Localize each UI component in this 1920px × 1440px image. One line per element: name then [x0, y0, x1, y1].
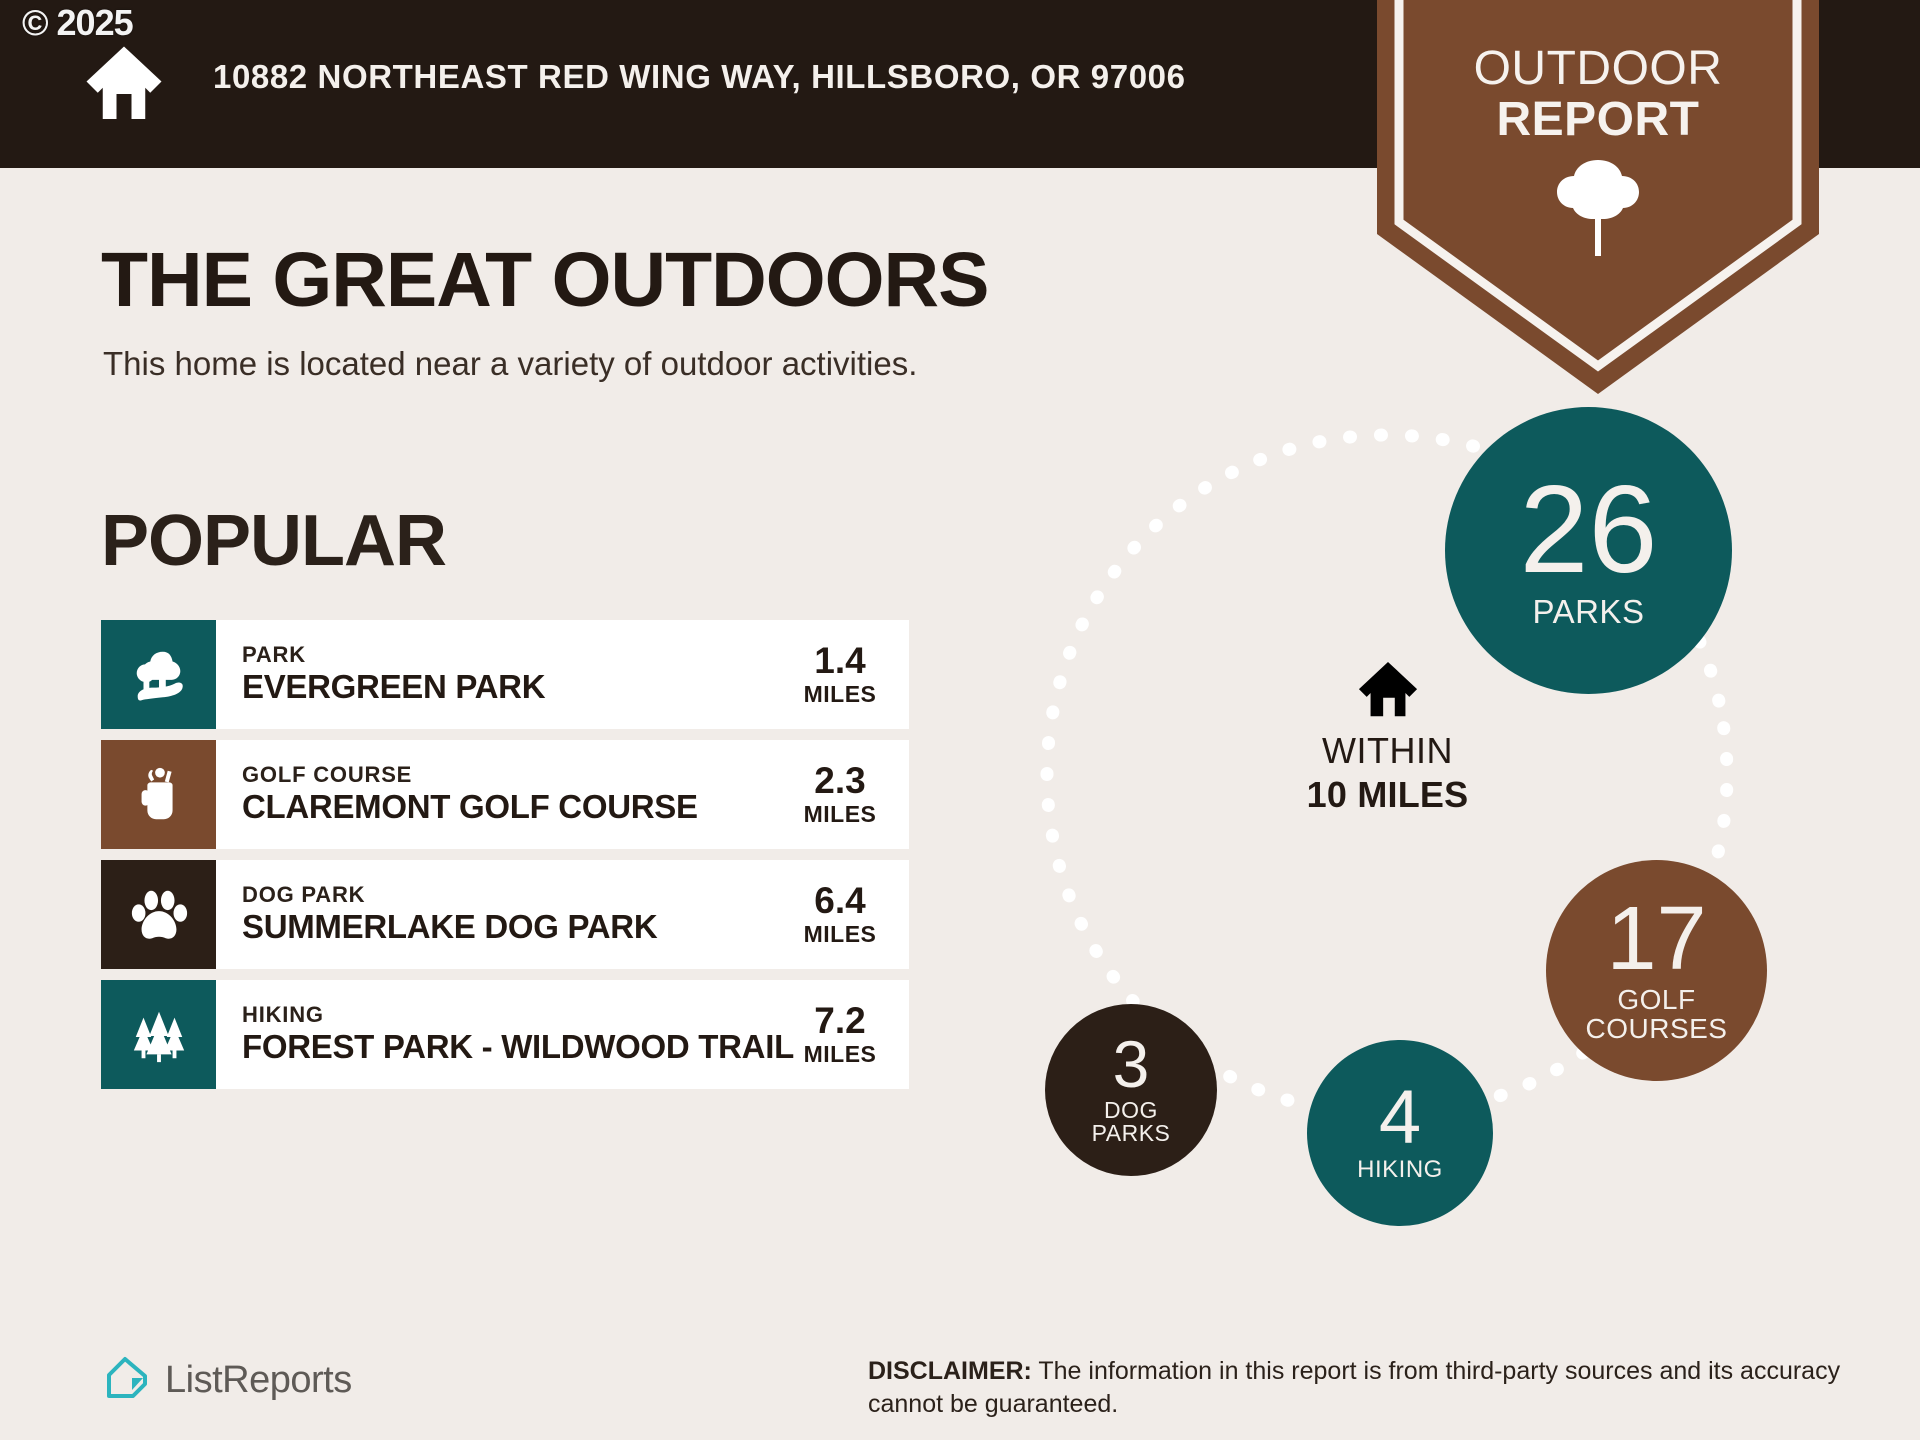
property-address: 10882 NORTHEAST RED WING WAY, HILLSBORO,…	[213, 58, 1186, 95]
stat-circle-golf-courses: 17 GOLF COURSES	[1546, 860, 1767, 1081]
list-item-distance: 2.3 MILES	[803, 759, 877, 827]
stat-value: 26	[1519, 460, 1658, 599]
stat-circle-dog-parks: 3 DOG PARKS	[1045, 1004, 1217, 1176]
badge-line-1: OUTDOOR	[1473, 42, 1723, 95]
list-item-category: DOG PARK	[242, 881, 366, 907]
list-item-name: SUMMERLAKE DOG PARK	[242, 908, 658, 946]
list-item-distance: 6.4 MILES	[803, 879, 877, 947]
list-item-name: CLAREMONT GOLF COURSE	[242, 788, 698, 826]
listreports-logo-text: ListReports	[165, 1359, 352, 1401]
stat-circle-hiking: 4 HIKING	[1307, 1040, 1493, 1226]
copyright-watermark: © 2025	[22, 2, 134, 43]
list-item[interactable]: DOG PARK SUMMERLAKE DOG PARK 6.4 MILES	[101, 860, 909, 969]
amenities-diagram: 26 PARKS 17 GOLF COURSES 4 HIKING 3 DOG …	[1020, 407, 1840, 1226]
list-item[interactable]: HIKING FOREST PARK - WILDWOOD TRAIL 7.2 …	[101, 980, 909, 1089]
stat-label: DOG PARKS	[1091, 1096, 1171, 1147]
list-item-distance: 1.4 MILES	[803, 639, 877, 707]
diagram-center: WITHIN 10 MILES	[1270, 660, 1505, 816]
listreports-house-icon	[103, 1354, 151, 1407]
list-item[interactable]: GOLF COURSE CLAREMONT GOLF COURSE 2.3 MI…	[101, 740, 909, 849]
stat-label: GOLF COURSES	[1585, 984, 1728, 1044]
diagram-center-line-1: WITHIN	[1322, 730, 1453, 771]
paw-icon	[101, 860, 216, 969]
list-item-category: GOLF COURSE	[242, 761, 413, 787]
list-item-body: GOLF COURSE CLAREMONT GOLF COURSE 2.3 MI…	[216, 740, 909, 849]
disclaimer: DISCLAIMER: The information in this repo…	[868, 1355, 1878, 1421]
diagram-center-line-2: 10 MILES	[1306, 774, 1469, 815]
house-icon	[84, 44, 164, 122]
badge-line-2: REPORT	[1496, 92, 1700, 146]
stat-value: 17	[1606, 888, 1707, 989]
disclaimer-label: DISCLAIMER:	[868, 1357, 1032, 1385]
outdoor-report-badge: OUTDOOR REPORT	[1377, 0, 1819, 394]
list-item[interactable]: PARK EVERGREEN PARK 1.4 MILES	[101, 620, 909, 729]
tree-icon	[1557, 160, 1639, 256]
list-item-body: DOG PARK SUMMERLAKE DOG PARK 6.4 MILES	[216, 860, 909, 969]
list-item-name: EVERGREEN PARK	[242, 668, 546, 706]
stat-value: 3	[1112, 1027, 1150, 1102]
list-item-category: PARK	[242, 641, 306, 667]
stat-label: PARKS	[1532, 592, 1645, 630]
page-title: THE GREAT OUTDOORS	[101, 237, 989, 323]
park-icon	[101, 620, 216, 729]
badge-text: OUTDOOR REPORT	[1377, 42, 1819, 146]
list-item-distance: 7.2 MILES	[803, 999, 877, 1067]
popular-heading: POPULAR	[101, 501, 447, 581]
disclaimer-text: The information in this report is from t…	[868, 1357, 1841, 1418]
page-subtitle: This home is located near a variety of o…	[103, 345, 918, 382]
pine-trees-icon	[101, 980, 216, 1089]
stat-circle-parks: 26 PARKS	[1445, 407, 1732, 694]
list-item-body: PARK EVERGREEN PARK 1.4 MILES	[216, 620, 909, 729]
stat-value: 4	[1378, 1075, 1422, 1161]
list-item-body: HIKING FOREST PARK - WILDWOOD TRAIL 7.2 …	[216, 980, 909, 1089]
list-item-category: HIKING	[242, 1001, 324, 1027]
house-icon	[1357, 660, 1419, 718]
list-item-name: FOREST PARK - WILDWOOD TRAIL	[242, 1028, 794, 1066]
popular-list: PARK EVERGREEN PARK 1.4 MILES GOLF COURS…	[101, 620, 909, 1100]
listreports-logo[interactable]: ListReports	[103, 1354, 352, 1407]
stat-label: HIKING	[1357, 1156, 1443, 1184]
golf-bag-icon	[101, 740, 216, 849]
